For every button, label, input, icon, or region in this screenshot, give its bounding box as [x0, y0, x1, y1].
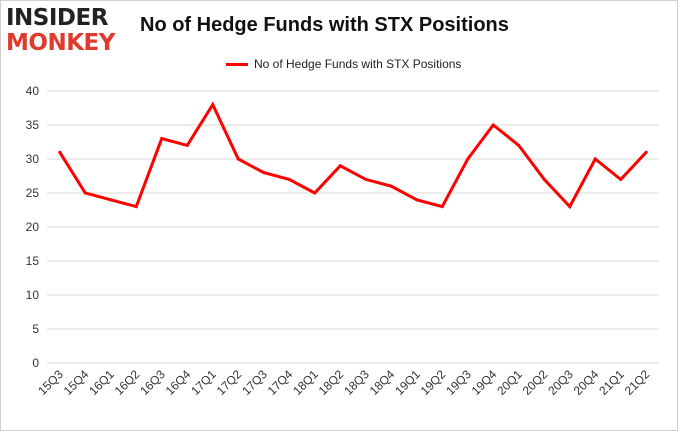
x-tick-label-18Q4: 18Q4: [367, 367, 398, 398]
x-tick-label-17Q1: 17Q1: [188, 367, 219, 398]
x-tick-label-20Q3: 20Q3: [545, 367, 576, 398]
data-point-18Q3: [364, 177, 368, 181]
insider-monkey-logo: INSIDER MONKEY: [6, 6, 128, 56]
x-tick-label-19Q2: 19Q2: [418, 367, 449, 398]
x-tick-label-19Q4: 19Q4: [469, 367, 500, 398]
x-tick-label-19Q1: 19Q1: [392, 367, 423, 398]
data-point-17Q3: [262, 171, 266, 175]
x-tick-label-18Q1: 18Q1: [290, 367, 321, 398]
x-tick-label-17Q2: 17Q2: [214, 367, 245, 398]
legend-label: No of Hedge Funds with STX Positions: [254, 57, 462, 71]
x-tick-label-16Q3: 16Q3: [137, 367, 168, 398]
data-point-19Q1: [415, 198, 419, 202]
series-group: [58, 101, 648, 210]
x-tick-label-16Q1: 16Q1: [86, 367, 117, 398]
x-tick-label-18Q3: 18Q3: [341, 367, 372, 398]
logo-line-2: MONKEY: [6, 30, 115, 56]
data-point-19Q4: [491, 123, 495, 127]
series-line-0: [58, 101, 648, 210]
y-tick-label-30: 30: [26, 152, 40, 166]
x-tick-label-20Q4: 20Q4: [571, 367, 602, 398]
data-point-18Q2: [338, 164, 342, 168]
grid-lines: [47, 90, 659, 364]
data-point-20Q2: [542, 177, 546, 181]
data-point-17Q1: [211, 103, 215, 107]
data-point-18Q4: [389, 184, 393, 188]
data-point-18Q1: [313, 191, 317, 195]
data-point-20Q4: [593, 157, 597, 161]
x-axis: 15Q315Q416Q116Q216Q316Q417Q117Q217Q317Q4…: [35, 367, 652, 398]
x-tick-label-20Q1: 20Q1: [494, 367, 525, 398]
y-tick-label-20: 20: [26, 220, 40, 234]
data-point-20Q1: [517, 143, 521, 147]
x-tick-label-17Q3: 17Q3: [239, 367, 270, 398]
x-tick-label-15Q4: 15Q4: [61, 367, 92, 398]
data-point-19Q3: [466, 157, 470, 161]
legend-swatch: [226, 62, 248, 66]
data-point-21Q2: [644, 150, 648, 154]
y-tick-label-10: 10: [26, 288, 40, 302]
chart-title: No of Hedge Funds with STX Positions: [140, 14, 509, 36]
y-tick-label-25: 25: [26, 186, 40, 200]
y-tick-label-5: 5: [32, 322, 39, 336]
data-point-16Q3: [160, 137, 164, 141]
data-point-20Q3: [568, 205, 572, 209]
y-tick-label-35: 35: [26, 118, 40, 132]
logo-line-1: INSIDER: [6, 5, 108, 31]
y-tick-label-40: 40: [26, 84, 40, 98]
x-tick-label-19Q3: 19Q3: [443, 367, 474, 398]
x-tick-label-17Q4: 17Q4: [265, 367, 296, 398]
data-point-21Q1: [619, 177, 623, 181]
x-tick-label-18Q2: 18Q2: [316, 367, 347, 398]
data-point-17Q2: [236, 157, 240, 161]
data-point-15Q4: [83, 191, 87, 195]
data-point-16Q4: [185, 143, 189, 147]
x-tick-label-20Q2: 20Q2: [520, 367, 551, 398]
data-point-17Q4: [287, 177, 291, 181]
y-tick-label-0: 0: [32, 356, 39, 370]
data-point-16Q1: [109, 198, 113, 202]
data-point-16Q2: [134, 205, 138, 209]
data-point-19Q2: [440, 205, 444, 209]
x-tick-label-21Q2: 21Q2: [622, 367, 653, 398]
x-tick-label-16Q4: 16Q4: [163, 367, 194, 398]
data-point-15Q3: [58, 150, 62, 154]
y-tick-label-15: 15: [26, 254, 40, 268]
x-tick-label-21Q1: 21Q1: [596, 367, 627, 398]
x-tick-label-16Q2: 16Q2: [112, 367, 143, 398]
y-axis: 0 5 10 15 20 25 30 35 40: [26, 84, 40, 370]
chart-legend: No of Hedge Funds with STX Positions: [226, 56, 461, 72]
x-tick-label-15Q3: 15Q3: [35, 367, 66, 398]
